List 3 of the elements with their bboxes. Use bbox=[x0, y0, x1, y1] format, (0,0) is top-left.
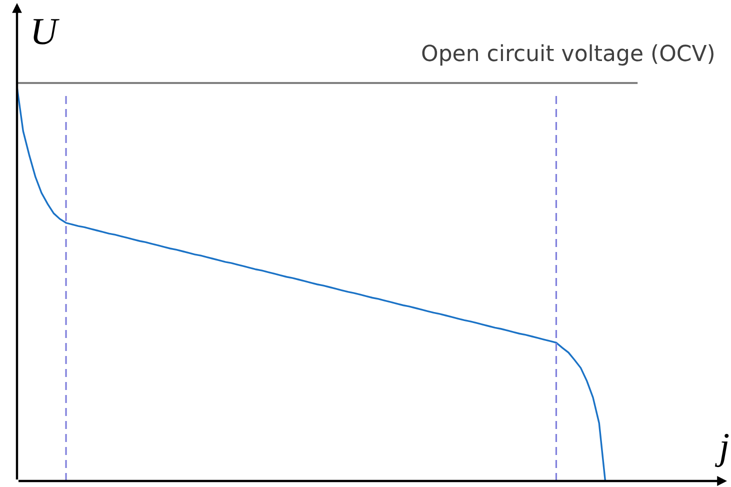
ref-line-label: Open circuit voltage (OCV) bbox=[421, 42, 716, 67]
x-axis-title: j bbox=[714, 426, 730, 468]
y-axis-title: U bbox=[30, 11, 60, 53]
